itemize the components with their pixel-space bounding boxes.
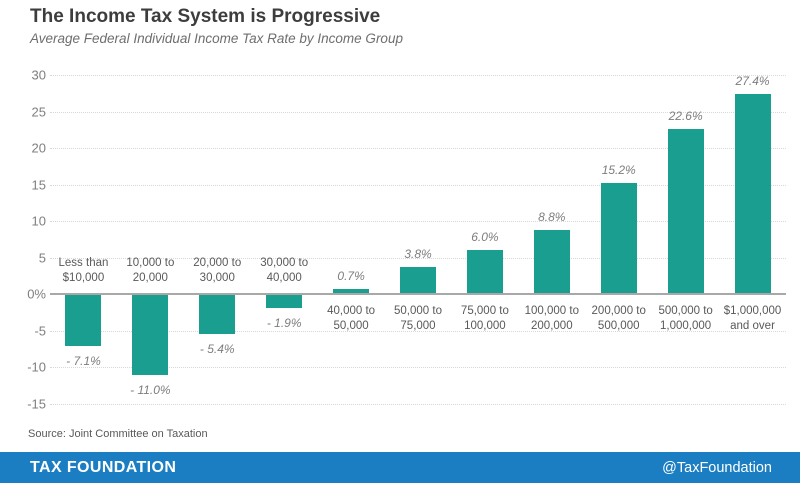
x-axis-category-label: 40,000 to 50,000 <box>327 305 376 333</box>
y-axis-tick-label: 10 <box>31 213 46 229</box>
gridline <box>50 221 786 223</box>
gridline <box>50 184 786 186</box>
bar <box>400 266 436 295</box>
bar <box>333 289 370 295</box>
x-axis-category-label: Less than $10,000 <box>58 257 109 285</box>
bar <box>132 294 169 375</box>
gridline <box>50 367 786 369</box>
bar-value-label: 3.8% <box>404 246 432 261</box>
x-axis-category-label: 75,000 to 100,000 <box>460 305 509 333</box>
gridline <box>50 148 786 150</box>
bar-value-label: 6.0% <box>471 230 499 245</box>
y-axis-tick-label: 5 <box>38 250 46 266</box>
bar <box>199 294 236 334</box>
bar-value-label: 22.6% <box>668 109 703 124</box>
x-axis-category-label: 500,000 to 1,000,000 <box>658 305 713 333</box>
y-axis-tick-label: -5 <box>34 323 46 339</box>
source-note: Source: Joint Committee on Taxation <box>28 428 208 440</box>
bar-value-label: - 7.1% <box>66 354 101 369</box>
bar-value-label: - 1.9% <box>266 316 302 331</box>
x-axis-category-label: 20,000 to 30,000 <box>193 257 242 285</box>
bar-value-label: - 11.0% <box>130 382 171 397</box>
gridline <box>50 111 786 113</box>
x-axis-category-label: $1,000,000 and over <box>723 305 782 333</box>
bar <box>600 183 637 295</box>
footer-bar: TAX FOUNDATION @TaxFoundation <box>0 452 800 483</box>
bar-value-label: 8.8% <box>538 209 566 224</box>
bar-value-label: 0.7% <box>337 269 365 284</box>
twitter-handle: @TaxFoundation <box>662 459 772 476</box>
gridline <box>50 330 786 332</box>
bar <box>266 294 303 309</box>
y-axis-tick-label: -10 <box>27 359 46 375</box>
bar-value-label: 27.4% <box>735 74 770 88</box>
y-axis-tick-label: -15 <box>27 396 46 412</box>
y-axis-tick-label: 25 <box>31 104 46 120</box>
x-axis-category-label: 200,000 to 500,000 <box>591 305 646 333</box>
chart-title: The Income Tax System is Progressive <box>30 6 381 27</box>
bar <box>533 229 570 295</box>
taxfoundation-logo-text: TAX FOUNDATION <box>30 458 177 476</box>
gridline <box>50 75 786 76</box>
bar-value-label: 15.2% <box>601 163 636 178</box>
zero-axis-line <box>50 293 786 296</box>
bar-value-label: - 5.4% <box>199 341 235 356</box>
y-axis-tick-label: 15 <box>31 177 46 193</box>
gridline <box>50 257 786 259</box>
y-axis-tick-label: 20 <box>31 140 46 156</box>
bar <box>65 294 102 347</box>
bar <box>734 94 771 295</box>
x-axis-category-label: 100,000 to 200,000 <box>524 305 579 333</box>
chart-subtitle: Average Federal Individual Income Tax Ra… <box>30 31 403 46</box>
bar <box>466 250 503 295</box>
x-axis-category-label: 10,000 to 20,000 <box>126 257 175 285</box>
gridline <box>50 404 786 405</box>
y-axis-tick-label: 30 <box>31 67 46 83</box>
x-axis-category-label: 50,000 to 75,000 <box>394 305 442 333</box>
x-axis-category-label: 30,000 to 40,000 <box>260 257 309 285</box>
y-axis-tick-label: 0% <box>27 286 46 302</box>
bar <box>667 129 704 295</box>
